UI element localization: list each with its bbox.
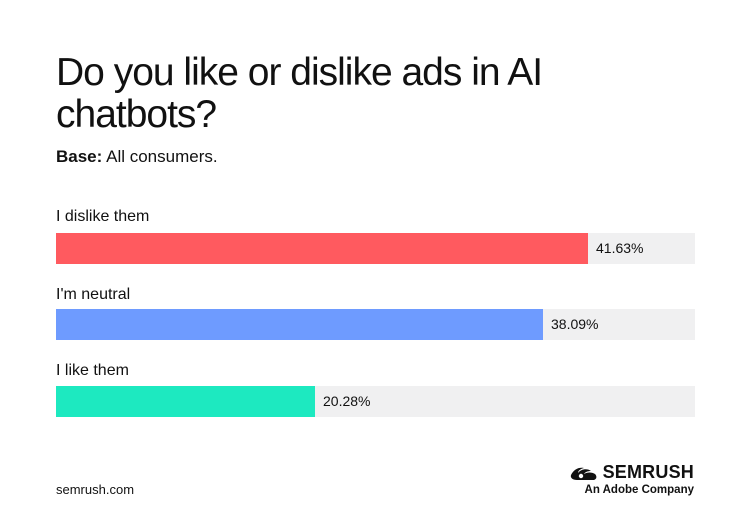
bar [56,233,588,264]
base-text: All consumers. [106,147,218,166]
bar-value-label: 41.63% [596,240,644,256]
bar-label: I like them [56,362,129,379]
brand-row: SEMRUSH [570,462,694,482]
bar-value-label: 20.28% [323,393,371,409]
semrush-fire-icon [570,467,596,480]
bar-label: I dislike them [56,208,150,225]
bar-label: I'm neutral [56,286,131,303]
footer-url: semrush.com [56,482,135,497]
bar-track: 38.09% [56,309,695,340]
brand-tagline: An Adobe Company [584,484,694,496]
bar [56,386,315,417]
bar-value-label: 38.09% [551,316,599,332]
bar-track: 20.28% [56,386,695,417]
base-note: Base: All consumers. [56,147,218,167]
bar-track: 41.63% [56,233,695,264]
chart-title: Do you like or dislike ads in AI chatbot… [56,51,543,136]
brand-logo: SEMRUSH An Adobe Company [554,462,694,502]
base-label: Base: [56,147,103,166]
bar [56,309,543,340]
brand-name: SEMRUSH [602,462,694,482]
